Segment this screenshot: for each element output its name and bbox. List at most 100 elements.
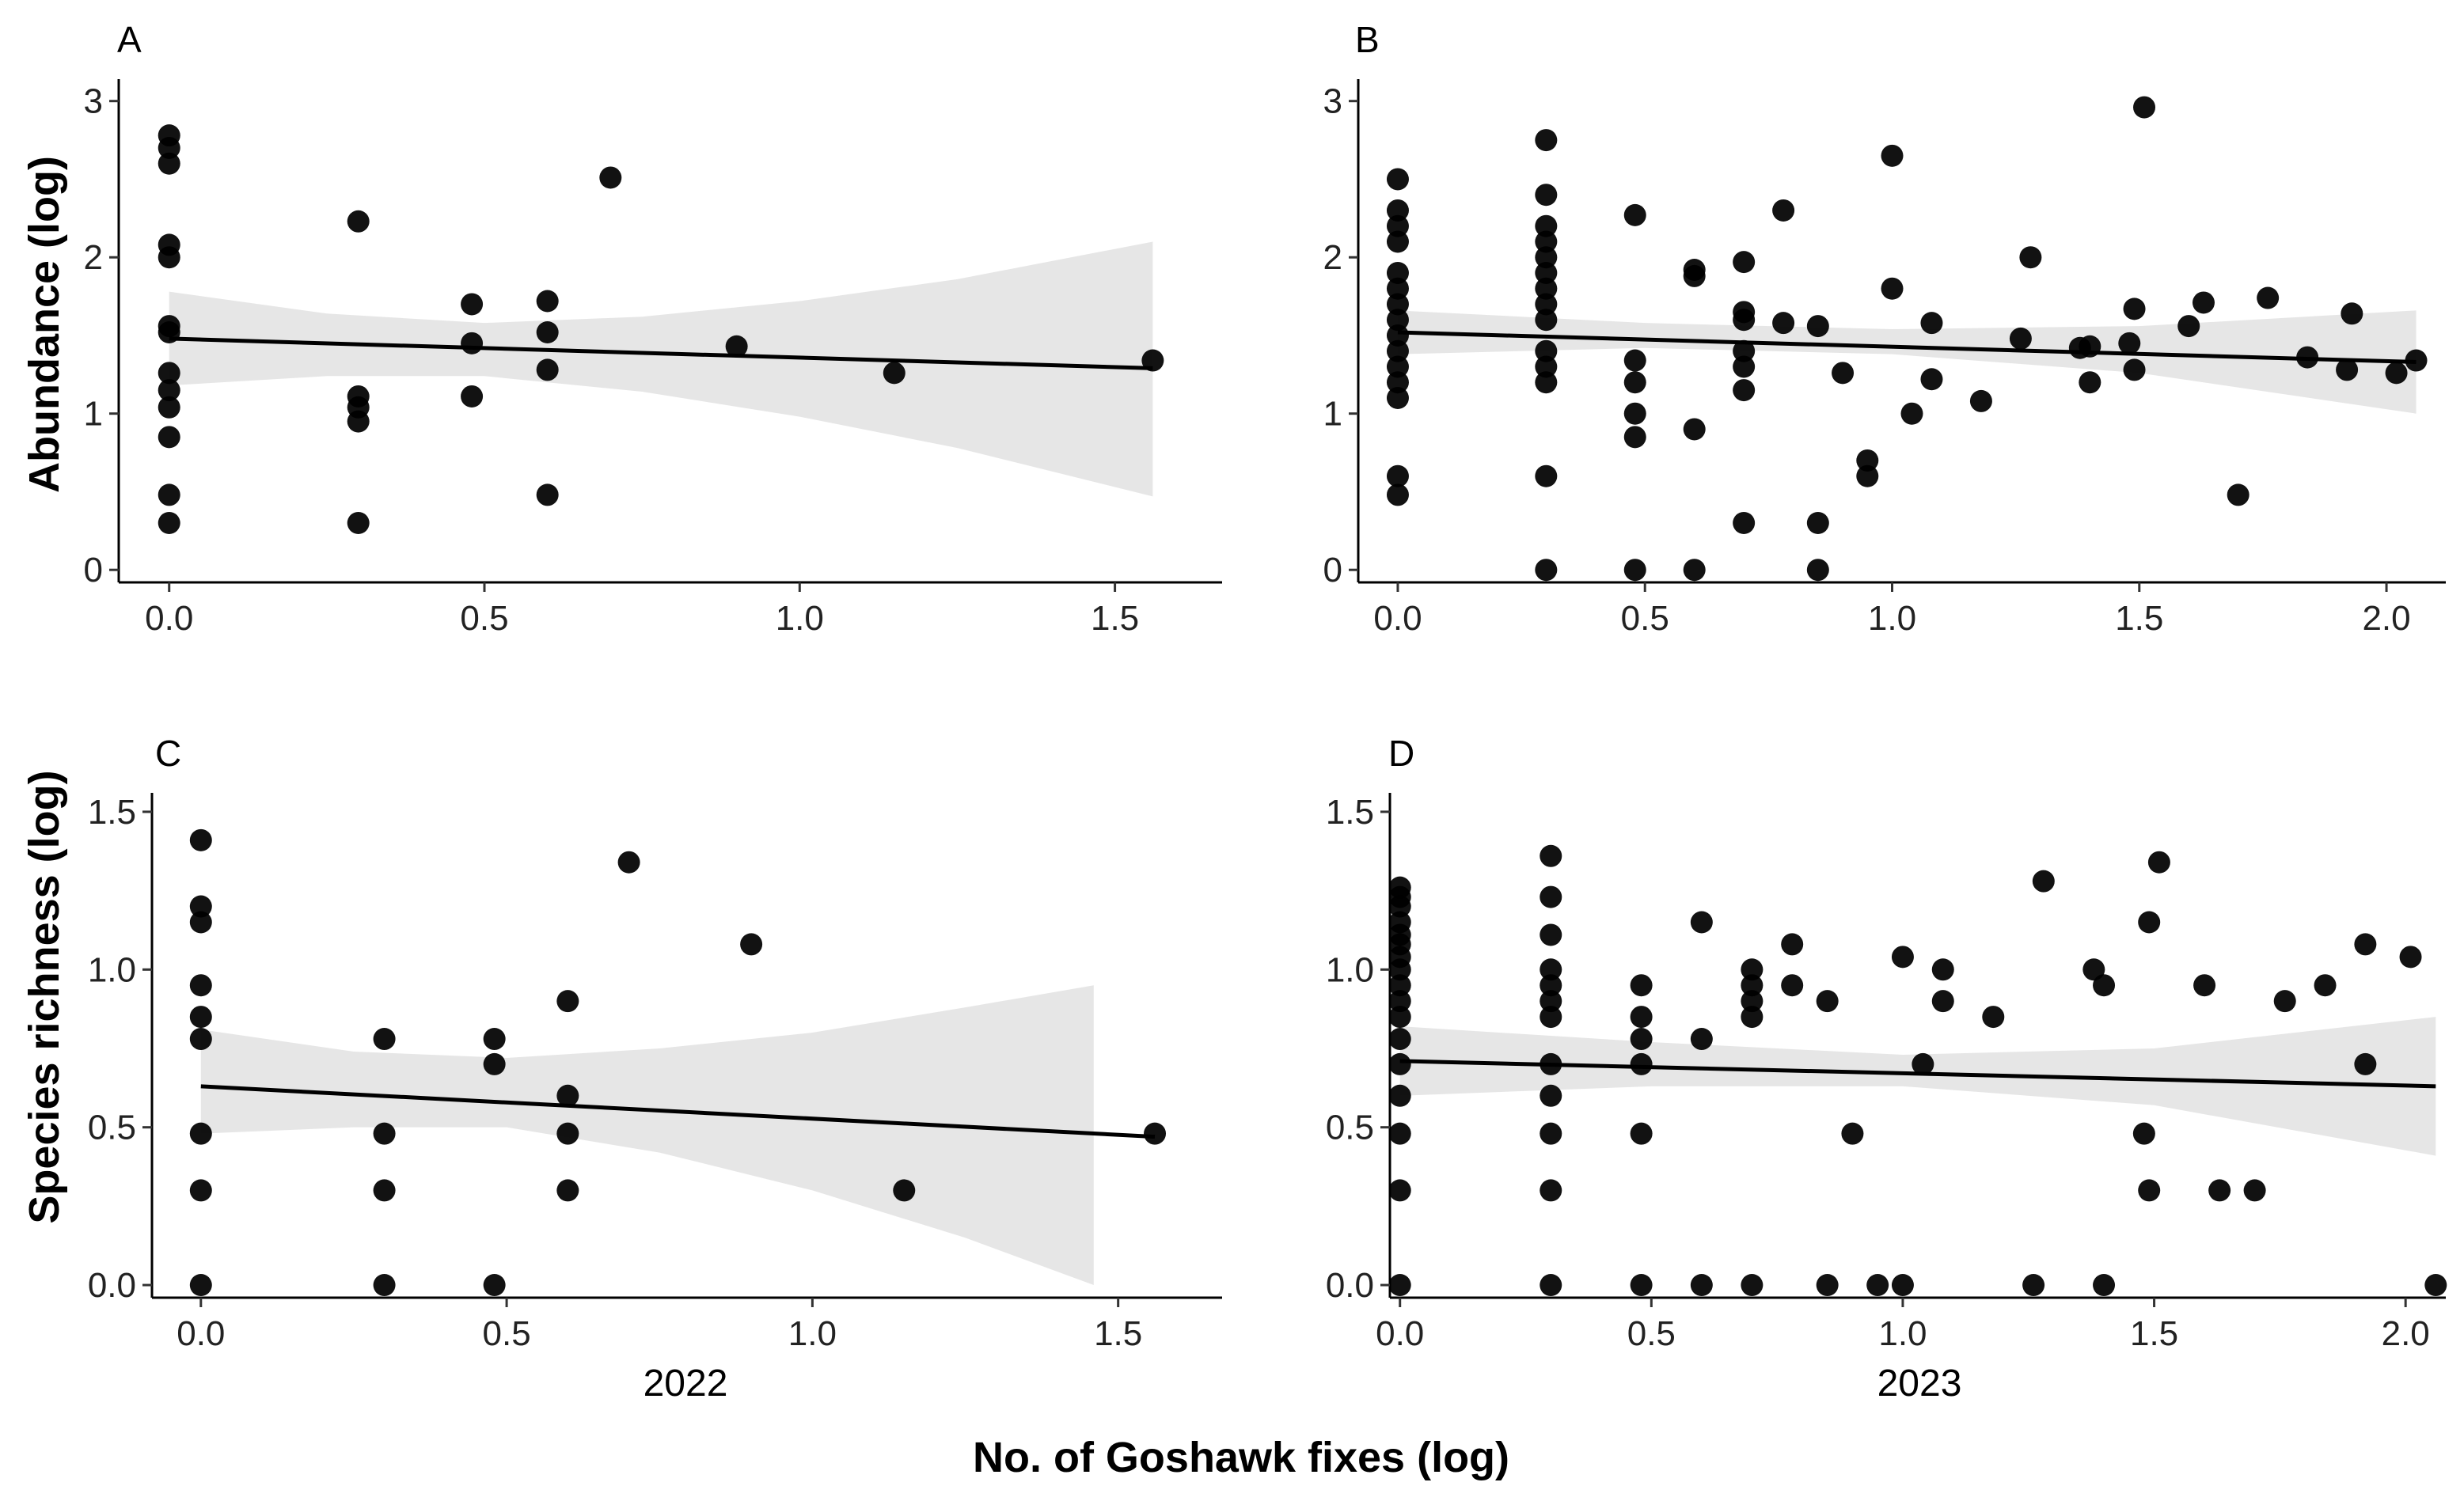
- panel-a-data-point: [158, 315, 180, 338]
- panel-d-data-point: [1540, 1084, 1562, 1107]
- panel-d-data-point: [1912, 1052, 1934, 1075]
- panel-a-data-point: [725, 335, 748, 358]
- panel-a: A 0.0 0.5 1.0 1.5 0 1 2 3: [84, 19, 1222, 638]
- panel-d-data-point: [2138, 1179, 2161, 1202]
- panel-a-data-point: [461, 385, 484, 408]
- panel-d-data-point: [1690, 1028, 1713, 1051]
- panel-b-data-point: [1386, 199, 1409, 222]
- panel-b-x-tick-label: 0.5: [1621, 599, 1669, 638]
- panel-d: D 0.0 0.5 1.0 1.5 2.0 0.0 0.5 1.0 1.5: [1326, 733, 2447, 1353]
- panel-d-data-point: [1630, 1274, 1653, 1297]
- panel-a-data-point: [158, 233, 180, 256]
- panel-a-data-point: [158, 396, 180, 419]
- panel-a-data-point: [347, 210, 370, 233]
- panel-c-data-point: [556, 1084, 579, 1107]
- panel-d-data-point: [2354, 933, 2377, 956]
- panel-b-data-point: [1733, 511, 1756, 534]
- panel-d-data-point: [1891, 1274, 1914, 1297]
- panel-c-data-point: [189, 974, 212, 997]
- panel-d-data-point: [2399, 946, 2422, 969]
- panel-b-data-point: [1386, 293, 1409, 316]
- panel-d-data-point: [1931, 990, 1954, 1013]
- panel-d-data-point: [2424, 1274, 2447, 1297]
- panel-a-data-point: [158, 362, 180, 385]
- panel-c-data-point: [556, 1179, 579, 1202]
- panel-b-data-point: [1535, 214, 1558, 237]
- panel-d-x-tick-label: 2.0: [2382, 1314, 2430, 1353]
- panel-c-data-point: [373, 1028, 396, 1051]
- panel-d-data-point: [1816, 1274, 1839, 1297]
- panel-b-data-point: [1535, 277, 1558, 300]
- panel-a-x-tick-label: 1.0: [776, 599, 824, 638]
- panel-c-data-point: [556, 1122, 579, 1145]
- panel-b-data-point: [1535, 464, 1558, 487]
- panel-b-data-point: [1733, 251, 1756, 274]
- panel-b-data-point: [1881, 144, 1904, 167]
- panel-d-data-point: [1388, 1084, 1411, 1107]
- panel-c-data-point: [189, 828, 212, 851]
- panel-a-data-point: [461, 293, 484, 316]
- panel-d-data-point: [1630, 974, 1653, 997]
- panel-a-data-point: [536, 321, 559, 343]
- panel-a-y-tick-label: 0: [84, 551, 103, 589]
- panel-b-data-point: [2079, 335, 2101, 358]
- panel-c-confidence-band: [200, 985, 1094, 1286]
- panel-d-x-tick-label: 1.5: [2130, 1314, 2178, 1353]
- panel-b-data-point: [1386, 309, 1409, 332]
- panel-b-data-point: [1623, 371, 1646, 394]
- panel-d-y-tick-label: 0.5: [1326, 1109, 1374, 1147]
- panel-b-data-point: [1386, 168, 1409, 191]
- x-axis-title: No. of Goshawk fixes (log): [973, 1434, 1509, 1481]
- panel-d-data-point: [1540, 1274, 1562, 1297]
- panel-b-data-point: [1386, 324, 1409, 347]
- panel-b-x-tick-label: 0.0: [1373, 599, 1422, 638]
- panel-c-data-point: [189, 1122, 212, 1145]
- panel-b-data-point: [1733, 379, 1756, 402]
- panel-d-data-point: [1388, 1006, 1411, 1029]
- panel-b-data-point: [2118, 332, 2141, 354]
- panel-b-data-point: [2336, 358, 2359, 381]
- panel-c-data-point: [893, 1179, 916, 1202]
- panel-c-x-tick-label: 0.5: [483, 1314, 531, 1353]
- panel-c-data-point: [483, 1274, 506, 1297]
- panel-b-data-point: [1623, 559, 1646, 582]
- panel-c-y-tick-label: 0.5: [88, 1109, 136, 1147]
- panel-b-data-point: [1623, 426, 1646, 449]
- panel-a-data-point: [347, 385, 370, 408]
- panel-b-data-point: [1920, 368, 1943, 391]
- panel-c-data-point: [189, 895, 212, 918]
- panel-c-data-point: [189, 1179, 212, 1202]
- panel-b-data-point: [1535, 371, 1558, 394]
- panel-d-data-point: [1540, 844, 1562, 867]
- panel-d-data-point: [2147, 851, 2170, 874]
- panel-a-x-tick-label: 0.5: [460, 599, 508, 638]
- panel-c-data-point: [740, 933, 763, 956]
- panel-b-data-point: [1832, 362, 1855, 385]
- panel-b-y-tick-label: 0: [1323, 551, 1342, 589]
- panel-a-data-point: [536, 483, 559, 506]
- panel-d-data-point: [2354, 1052, 2377, 1075]
- panel-b-data-point: [2257, 286, 2280, 309]
- panel-d-x-tick-label: 0.5: [1627, 1314, 1676, 1353]
- panel-b-data-point: [1535, 559, 1558, 582]
- panel-c-data-point: [617, 851, 640, 874]
- panel-b-data-point: [1623, 203, 1646, 226]
- panel-b-data-point: [2123, 298, 2146, 320]
- panel-d-data-point: [1388, 1028, 1411, 1051]
- panel-c-data-point: [189, 1028, 212, 1051]
- panel-d-data-point: [2093, 1274, 2116, 1297]
- panel-b-data-point: [1535, 261, 1558, 284]
- panel-b-data-point: [1900, 402, 1923, 425]
- panel-b-data-point: [1683, 259, 1706, 281]
- panel-d-data-point: [1540, 958, 1562, 981]
- panel-d-data-point: [1741, 974, 1764, 997]
- panel-c-regression-line: [200, 1084, 1156, 1139]
- panel-b-data-point: [1535, 129, 1558, 152]
- panel-b-data-point: [1856, 449, 1879, 472]
- panel-d-data-point: [1630, 1122, 1653, 1145]
- panel-b-data-point: [1623, 402, 1646, 425]
- panel-a-data-point: [536, 358, 559, 381]
- panel-d-data-point: [1741, 1006, 1764, 1029]
- panel-b-y-tick-label: 2: [1323, 238, 1342, 277]
